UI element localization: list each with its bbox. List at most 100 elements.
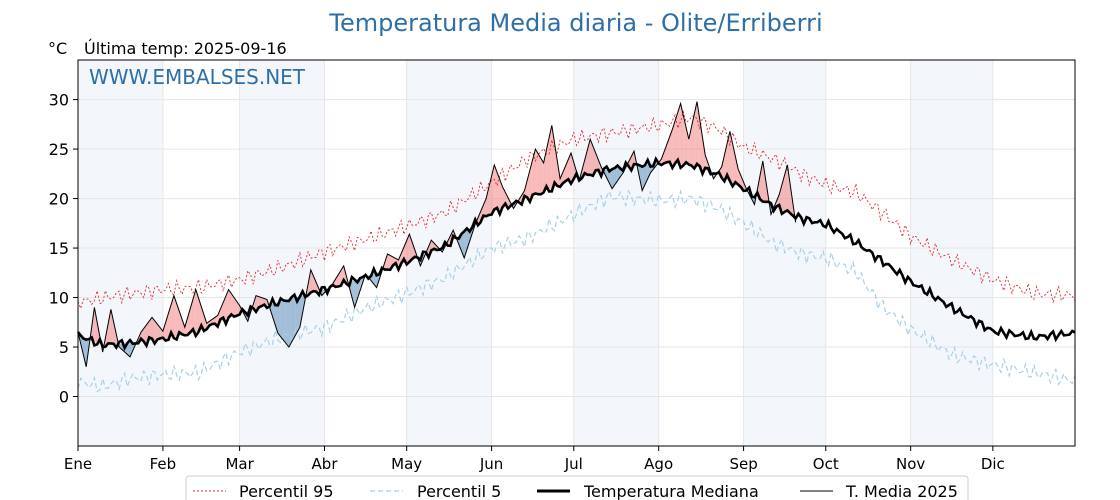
above-median-fill bbox=[172, 295, 174, 337]
y-axis: 0 5 10 15 20 25 30 bbox=[49, 91, 78, 407]
below-median-fill bbox=[280, 301, 283, 339]
above-median-fill bbox=[228, 289, 230, 319]
below-median-fill bbox=[465, 230, 467, 254]
above-median-fill bbox=[225, 292, 228, 320]
above-median-fill bbox=[727, 137, 729, 181]
above-median-fill bbox=[410, 238, 413, 261]
above-median-fill bbox=[428, 243, 430, 253]
above-median-fill bbox=[565, 162, 567, 183]
above-median-fill bbox=[668, 136, 670, 164]
above-median-fill bbox=[258, 296, 261, 308]
y-tick-label: 5 bbox=[59, 338, 69, 357]
above-median-fill bbox=[197, 293, 199, 332]
above-median-fill bbox=[724, 149, 726, 179]
above-median-fill bbox=[677, 107, 680, 165]
above-median-fill bbox=[494, 164, 496, 212]
above-median-fill bbox=[235, 299, 237, 316]
plot-frame bbox=[77, 59, 1076, 447]
above-median-fill bbox=[230, 291, 232, 318]
x-tick-label: Ago bbox=[644, 455, 673, 473]
above-median-fill bbox=[672, 125, 674, 164]
above-median-fill bbox=[665, 144, 667, 164]
above-median-fill bbox=[546, 144, 548, 191]
above-median-fill bbox=[169, 304, 172, 338]
above-median-fill bbox=[191, 299, 193, 333]
above-median-fill bbox=[316, 282, 318, 292]
above-median-fill bbox=[449, 235, 451, 244]
above-median-fill bbox=[586, 149, 588, 176]
above-median-fill bbox=[738, 168, 740, 187]
above-median-fill bbox=[673, 120, 676, 164]
above-median-fill bbox=[529, 164, 532, 198]
below-median-fill bbox=[373, 273, 376, 286]
above-median-fill bbox=[157, 324, 159, 340]
x-tick-label: Jul bbox=[564, 455, 583, 473]
above-median-fill bbox=[388, 254, 391, 269]
below-median-fill bbox=[645, 164, 647, 185]
above-median-fill bbox=[675, 116, 677, 164]
above-median-fill bbox=[597, 156, 599, 173]
above-median-fill bbox=[703, 146, 706, 170]
above-median-fill bbox=[483, 201, 485, 219]
above-median-fill bbox=[731, 137, 733, 183]
above-median-fill bbox=[684, 121, 687, 165]
above-median-fill bbox=[97, 322, 99, 344]
above-median-fill bbox=[557, 161, 559, 186]
above-median-fill bbox=[765, 178, 767, 203]
above-median-fill bbox=[194, 289, 196, 333]
above-median-fill bbox=[142, 328, 144, 342]
above-median-fill bbox=[532, 154, 534, 197]
above-median-fill bbox=[542, 160, 544, 193]
above-median-fill bbox=[162, 326, 165, 340]
above-median-fill bbox=[569, 153, 571, 181]
above-median-fill bbox=[190, 303, 192, 333]
above-median-fill bbox=[484, 198, 487, 218]
x-tick-label: Oct bbox=[813, 455, 839, 473]
above-median-fill bbox=[594, 149, 596, 174]
above-median-fill bbox=[592, 146, 595, 174]
above-median-fill bbox=[215, 316, 217, 325]
above-median-fill bbox=[195, 289, 198, 332]
above-median-fill bbox=[694, 107, 696, 167]
above-median-fill bbox=[257, 296, 259, 309]
below-median-fill bbox=[295, 297, 298, 335]
above-median-fill bbox=[721, 161, 723, 178]
above-median-fill bbox=[160, 327, 162, 340]
below-median-fill bbox=[290, 298, 292, 345]
above-median-fill bbox=[310, 269, 313, 294]
above-median-fill bbox=[691, 120, 693, 166]
below-median-fill bbox=[462, 232, 465, 258]
above-median-fill bbox=[554, 143, 556, 187]
above-median-fill bbox=[591, 142, 593, 174]
above-median-fill bbox=[193, 294, 195, 333]
series-lines bbox=[76, 101, 1076, 393]
above-median-fill bbox=[553, 134, 555, 188]
above-median-fill bbox=[231, 293, 233, 317]
series-line-2025 bbox=[77, 101, 797, 367]
below-median-fill bbox=[298, 296, 300, 330]
below-median-fill bbox=[613, 168, 615, 187]
above-median-fill bbox=[408, 234, 410, 262]
above-median-fill bbox=[224, 296, 226, 320]
above-median-fill bbox=[338, 272, 340, 286]
below-median-fill bbox=[616, 167, 618, 183]
above-median-fill bbox=[109, 309, 111, 345]
x-tick-label: Mar bbox=[225, 455, 254, 473]
below-median-fill bbox=[279, 301, 281, 337]
above-median-fill bbox=[339, 270, 341, 285]
above-median-fill bbox=[397, 259, 399, 266]
y-tick-label: 30 bbox=[49, 91, 69, 110]
above-median-fill bbox=[728, 131, 730, 181]
above-median-fill bbox=[313, 276, 315, 293]
above-median-fill bbox=[686, 127, 688, 165]
above-median-fill bbox=[115, 328, 117, 345]
below-median-fill bbox=[619, 167, 621, 179]
below-median-fill bbox=[127, 343, 129, 356]
below-median-fill bbox=[84, 337, 87, 367]
y-tick-label: 0 bbox=[59, 388, 69, 407]
above-median-fill bbox=[384, 258, 387, 270]
below-median-fill bbox=[283, 300, 285, 342]
above-median-fill bbox=[568, 156, 570, 182]
below-median-fill bbox=[287, 299, 289, 347]
